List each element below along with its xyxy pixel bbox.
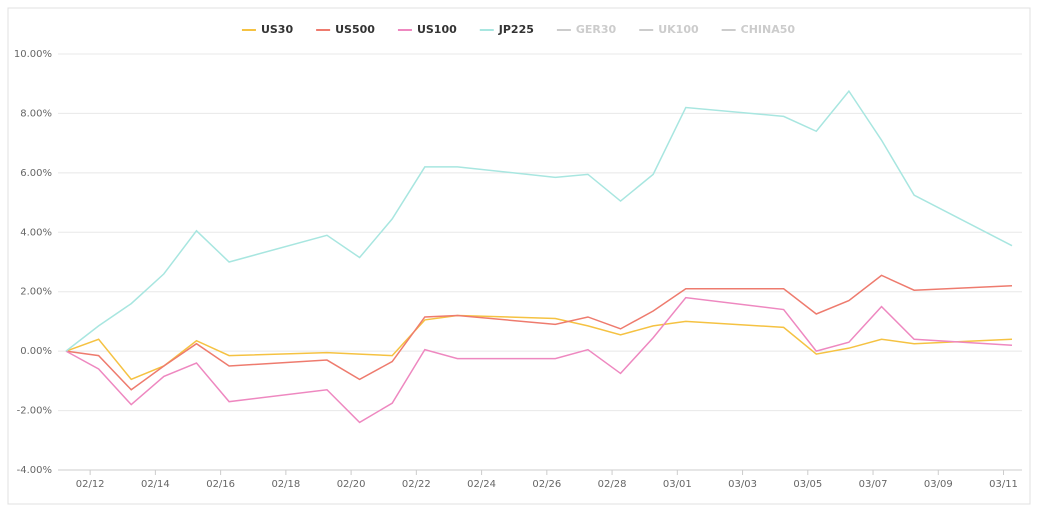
y-tick-label: 6.00% <box>20 168 52 179</box>
x-tick-label: 02/12 <box>76 479 105 490</box>
y-tick-label: -2.00% <box>17 406 52 417</box>
series-line <box>65 89 1013 352</box>
x-tick-label: 03/01 <box>663 479 692 490</box>
x-tick-label: 02/16 <box>206 479 235 490</box>
x-tick-label: 02/20 <box>337 479 366 490</box>
y-tick-label: 0.00% <box>20 346 52 357</box>
x-tick-label: 02/22 <box>402 479 431 490</box>
y-tick-label: 8.00% <box>20 108 52 119</box>
y-tick-label: 2.00% <box>20 287 52 298</box>
series-line <box>65 296 1013 424</box>
x-tick-label: 02/18 <box>271 479 300 490</box>
x-tick-label: 03/09 <box>924 479 953 490</box>
x-tick-label: 02/26 <box>532 479 561 490</box>
legend-label[interactable]: US500 <box>335 23 375 36</box>
x-tick-label: 03/07 <box>859 479 888 490</box>
legend-label[interactable]: GER30 <box>576 23 617 36</box>
series-line <box>65 274 1013 391</box>
series-line <box>65 314 1013 381</box>
legend-label[interactable]: US100 <box>417 23 457 36</box>
legend-label[interactable]: JP225 <box>498 23 534 36</box>
x-tick-label: 03/03 <box>728 479 757 490</box>
chart-frame <box>7 7 1031 505</box>
x-tick-label: 02/14 <box>141 479 170 490</box>
x-tick-label: 03/11 <box>989 479 1018 490</box>
y-tick-label: 10.00% <box>14 49 52 60</box>
x-tick-label: 02/24 <box>467 479 496 490</box>
legend-label[interactable]: US30 <box>261 23 294 36</box>
legend-label[interactable]: UK100 <box>658 23 699 36</box>
y-tick-label: 4.00% <box>20 227 52 238</box>
x-tick-label: 03/05 <box>793 479 822 490</box>
x-tick-label: 02/28 <box>598 479 627 490</box>
legend-label[interactable]: CHINA50 <box>741 23 796 36</box>
y-tick-label: -4.00% <box>17 465 52 476</box>
